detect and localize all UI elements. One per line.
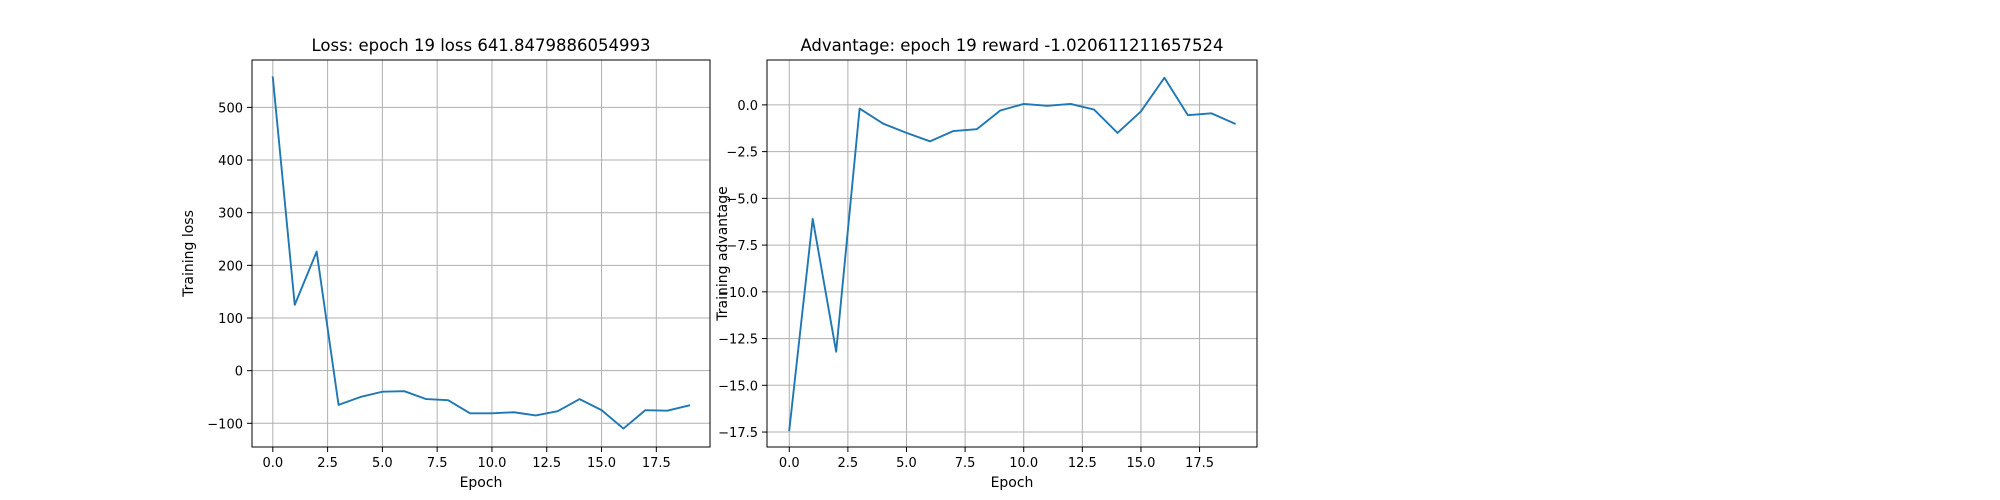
advantage-x-tick-label: 7.5 xyxy=(955,456,976,471)
advantage-chart-title: Advantage: epoch 19 reward -1.0206112116… xyxy=(800,36,1223,55)
loss-x-tick-label: 7.5 xyxy=(427,456,448,471)
loss-gridlines xyxy=(252,60,710,447)
advantage-x-tick-label: 5.0 xyxy=(896,456,917,471)
advantage-y-tick-label: −12.5 xyxy=(718,333,758,348)
advantage-x-tick-label: 12.5 xyxy=(1068,456,1097,471)
loss-y-tick-label: 300 xyxy=(218,207,243,222)
loss-x-tick-label: 12.5 xyxy=(532,456,561,471)
loss-chart: 0.0 2.5 5.0 7.5 10.0 12.5 15.0 17.5 −100 0 100 200 3… xyxy=(181,36,711,491)
loss-plot-frame xyxy=(251,59,711,448)
loss-y-tick-label: 400 xyxy=(218,154,243,169)
loss-x-tick-label: 0.0 xyxy=(262,456,283,471)
loss-y-tick-label: −100 xyxy=(207,417,243,432)
loss-axis-ticks: 0.0 2.5 5.0 7.5 10.0 12.5 15.0 17.5 −100 0 100 200 3… xyxy=(207,101,671,471)
advantage-y-tick-label: 0.0 xyxy=(737,99,758,114)
advantage-x-tick-label: 0.0 xyxy=(779,456,800,471)
loss-y-axis-label: Training loss xyxy=(181,210,197,298)
loss-y-tick-label: 100 xyxy=(218,312,243,327)
advantage-x-tick-label: 10.0 xyxy=(1009,456,1038,471)
loss-y-tick-label: 500 xyxy=(218,101,243,116)
loss-x-tick-label: 15.0 xyxy=(587,456,616,471)
loss-x-tick-label: 17.5 xyxy=(642,456,671,471)
advantage-series-line xyxy=(788,76,1236,432)
advantage-axis-ticks: 0.0 2.5 5.0 7.5 10.0 12.5 15.0 17.5 −17.5 −15.0 −1… xyxy=(718,99,1214,471)
loss-x-tick-label: 5.0 xyxy=(372,456,393,471)
loss-y-tick-label: 200 xyxy=(218,259,243,274)
advantage-gridlines xyxy=(767,60,1257,447)
advantage-y-tick-label: −7.5 xyxy=(726,239,758,254)
loss-x-tick-label: 10.0 xyxy=(477,456,506,471)
advantage-x-tick-label: 15.0 xyxy=(1126,456,1155,471)
advantage-x-axis-label: Epoch xyxy=(991,475,1034,491)
advantage-y-tick-label: −10.0 xyxy=(718,286,758,301)
loss-y-tick-label: 0 xyxy=(235,365,243,380)
loss-x-tick-label: 2.5 xyxy=(317,456,338,471)
advantage-plot-frame xyxy=(766,59,1258,448)
advantage-y-tick-label: −15.0 xyxy=(718,379,758,394)
advantage-x-tick-label: 2.5 xyxy=(838,456,859,471)
advantage-chart: 0.0 2.5 5.0 7.5 10.0 12.5 15.0 17.5 −17.5 −15.0 −1… xyxy=(715,36,1258,491)
advantage-x-tick-label: 17.5 xyxy=(1185,456,1214,471)
loss-chart-title: Loss: epoch 19 loss 641.8479886054993 xyxy=(311,36,650,55)
advantage-y-tick-label: −17.5 xyxy=(718,426,758,441)
advantage-y-axis-label: Training advantage xyxy=(715,186,731,321)
advantage-y-tick-label: −2.5 xyxy=(726,146,758,161)
loss-series-line xyxy=(271,76,691,430)
advantage-y-tick-label: −5.0 xyxy=(726,192,758,207)
loss-x-axis-label: Epoch xyxy=(460,475,503,491)
